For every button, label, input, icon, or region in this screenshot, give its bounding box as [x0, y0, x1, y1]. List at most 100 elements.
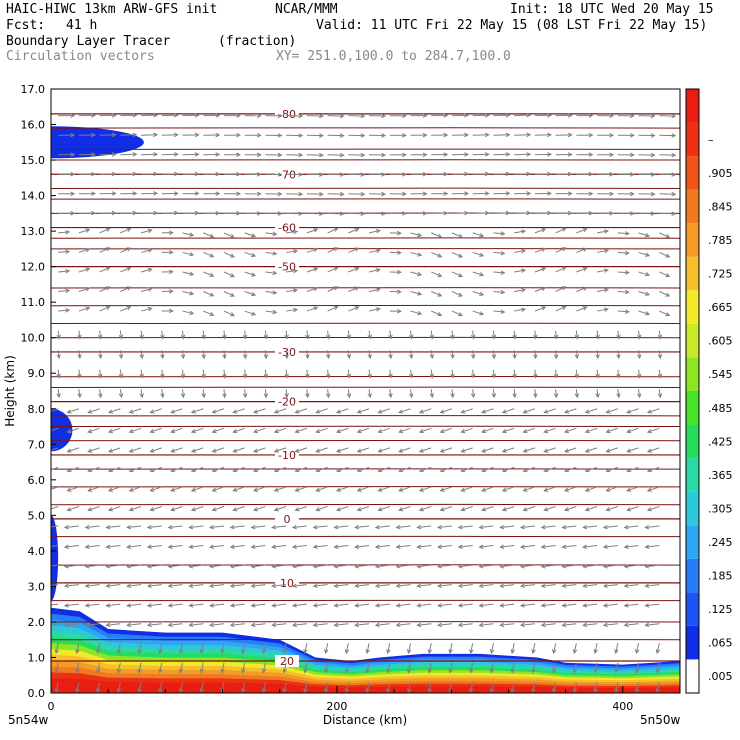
vector-head [153, 152, 159, 157]
vector-shaft [419, 505, 432, 511]
vector-shaft [348, 306, 359, 312]
vector-shaft [511, 643, 515, 654]
vector-head [303, 668, 308, 674]
vector-shaft [470, 643, 474, 654]
vector-head [211, 467, 217, 473]
tracer-band [51, 678, 680, 693]
vector-head [437, 292, 443, 297]
vector-head [229, 233, 236, 239]
vector-head [609, 152, 615, 158]
vector-head [501, 507, 507, 512]
vector-head [645, 232, 651, 238]
vector-shaft [78, 389, 81, 398]
vector-head [478, 603, 484, 608]
vector-head [75, 668, 80, 674]
vector-head [437, 253, 443, 258]
y-tick-label: 8.0 [28, 403, 46, 416]
vector-shaft [127, 584, 142, 587]
vector-shaft [140, 369, 143, 378]
vector-head [418, 507, 424, 512]
vector-head [105, 544, 111, 549]
vector-shaft [555, 286, 566, 292]
vector-shaft [461, 505, 473, 511]
vector-shaft [449, 682, 453, 693]
vector-head [602, 603, 608, 608]
vector-head [273, 409, 279, 414]
vector-head [178, 668, 184, 674]
vector-head [491, 334, 497, 340]
isotherm [51, 414, 680, 417]
vector-head [105, 583, 111, 589]
vector-shaft [127, 623, 142, 626]
vector-head [168, 269, 174, 275]
vector-head [522, 467, 528, 473]
vector-head [56, 354, 61, 360]
vector-head [153, 191, 159, 196]
vector-head [543, 409, 549, 414]
vector-head [437, 311, 443, 317]
vector-head [282, 688, 288, 693]
vector-head [253, 409, 259, 414]
vector-head [375, 307, 381, 312]
isotherm-label-bg [275, 655, 299, 668]
vector-head [547, 210, 552, 216]
vector-shaft [493, 232, 505, 235]
vector-shaft [659, 310, 670, 316]
colorbar-swatch [686, 256, 699, 291]
vector-head [437, 272, 443, 278]
vector-head [312, 564, 318, 569]
vector-shaft [355, 603, 370, 607]
vector-shaft [617, 271, 629, 274]
vector-head [312, 622, 318, 628]
vector-head [416, 524, 422, 530]
vector-head [63, 544, 69, 549]
y-tick-label: 12.0 [21, 261, 46, 274]
vector-shaft [230, 623, 245, 626]
vector-shaft [417, 525, 432, 529]
vector-head [595, 393, 600, 399]
vector-head [236, 113, 242, 118]
colorbar-swatch [686, 290, 699, 324]
vector-head [418, 448, 424, 453]
vector-head [374, 583, 380, 589]
vector-head [499, 544, 505, 549]
vector-head [605, 448, 611, 453]
isotherm-label-bg [275, 221, 299, 234]
vector-shaft [233, 466, 245, 472]
vector-head [464, 113, 470, 118]
vector-shaft [316, 466, 328, 472]
vector-head [567, 210, 573, 216]
vector-head [439, 507, 445, 512]
vector-shaft [627, 466, 639, 472]
vector-head [450, 354, 455, 360]
vector-shaft [168, 623, 183, 626]
vector-head [354, 247, 360, 252]
vector-head [588, 171, 594, 177]
vector-head [319, 172, 324, 177]
y-tick-label: 15.0 [21, 154, 46, 167]
vector-head [261, 688, 267, 693]
vector-head [173, 132, 179, 138]
vector-head [417, 232, 423, 238]
vector-shaft [189, 603, 204, 607]
vector-head [469, 649, 474, 655]
vector-shaft [606, 447, 618, 453]
vector-shaft [544, 486, 556, 492]
vector-head [460, 507, 466, 512]
vector-shaft [251, 584, 266, 587]
vector-head [116, 649, 122, 655]
vector-shaft [168, 584, 183, 587]
isotherm [51, 621, 680, 623]
isotherm-label: -60 [278, 222, 296, 235]
vector-shaft [368, 389, 371, 398]
vector-head [199, 649, 205, 655]
vector-head [85, 287, 91, 292]
vector-head [77, 393, 82, 399]
vector-head [416, 544, 422, 549]
vector-shaft [233, 408, 245, 414]
field-name: Boundary Layer Tracer [6, 34, 171, 49]
vector-head [464, 210, 470, 216]
vector-shaft [304, 643, 308, 654]
vector-head [512, 393, 517, 399]
vector-head [232, 467, 238, 473]
